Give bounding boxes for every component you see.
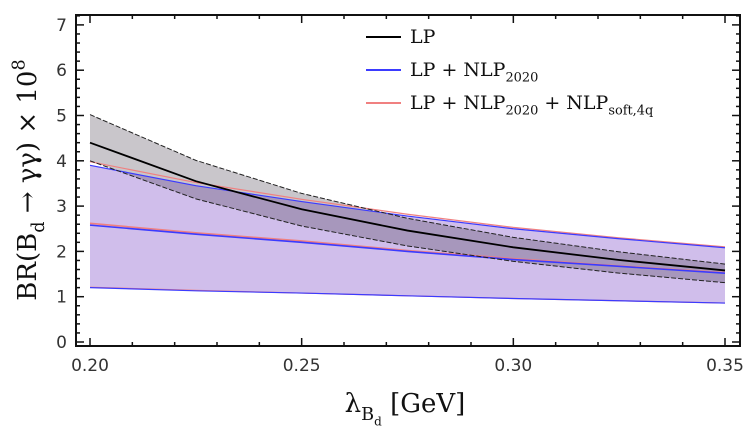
x-tick-label: 0.30	[494, 356, 532, 376]
x-tick-label: 0.25	[283, 356, 321, 376]
legend-label: LP + NLP2020	[410, 59, 538, 86]
series-line	[89, 224, 726, 274]
label-part: λ	[345, 389, 361, 419]
label-part: BR(B	[13, 233, 43, 301]
x-tick-label: 0.35	[706, 356, 744, 376]
band-edge-lower	[89, 287, 726, 304]
label-part: → γγ) × 10	[13, 71, 43, 222]
band-edge-upper	[89, 161, 726, 248]
band-0	[90, 114, 725, 283]
y-tick-label: 1	[56, 288, 67, 308]
band-edge-upper	[89, 114, 726, 265]
label-part: 2020	[505, 71, 538, 86]
band-edge-upper	[89, 164, 726, 249]
band-1	[90, 165, 725, 304]
x-tick-label: 0.20	[71, 356, 109, 376]
y-tick-label: 4	[56, 152, 67, 172]
ticks: 0.20 0.25 0.30 0.35 0 1 2 3 4 5 6 7	[56, 15, 744, 376]
label-part: [GeV]	[382, 389, 465, 419]
label-part: + NLP	[538, 92, 608, 114]
y-tick-label: 2	[56, 242, 67, 262]
series-line	[89, 141, 726, 272]
bands	[90, 114, 725, 304]
legend-label: LP + NLP2020 + NLPsoft,4q	[410, 92, 653, 119]
label-part: LP + NLP	[410, 59, 506, 81]
y-tick-label: 7	[56, 16, 67, 36]
label-part: 2020	[505, 104, 538, 119]
y-tick-label: 0	[56, 333, 67, 353]
label-part: LP	[410, 26, 436, 48]
y-axis-label: BR(Bd → γγ) × 108	[9, 59, 49, 300]
label-part: d	[29, 221, 49, 232]
label-part: d	[374, 414, 382, 428]
x-axis-label: λBd [GeV]	[345, 389, 466, 428]
y-tick-label: 3	[56, 197, 67, 217]
series-lines	[89, 114, 726, 304]
label-part: LP + NLP	[410, 92, 506, 114]
label-part: B	[361, 405, 374, 425]
plot-frame	[75, 14, 741, 347]
label-part: soft,4q	[608, 104, 653, 119]
legend-label: LP	[410, 26, 436, 48]
label-part: 8	[9, 59, 29, 70]
y-tick-label: 5	[56, 107, 67, 127]
y-tick-label: 6	[56, 61, 67, 81]
band-edge-lower	[89, 160, 726, 284]
